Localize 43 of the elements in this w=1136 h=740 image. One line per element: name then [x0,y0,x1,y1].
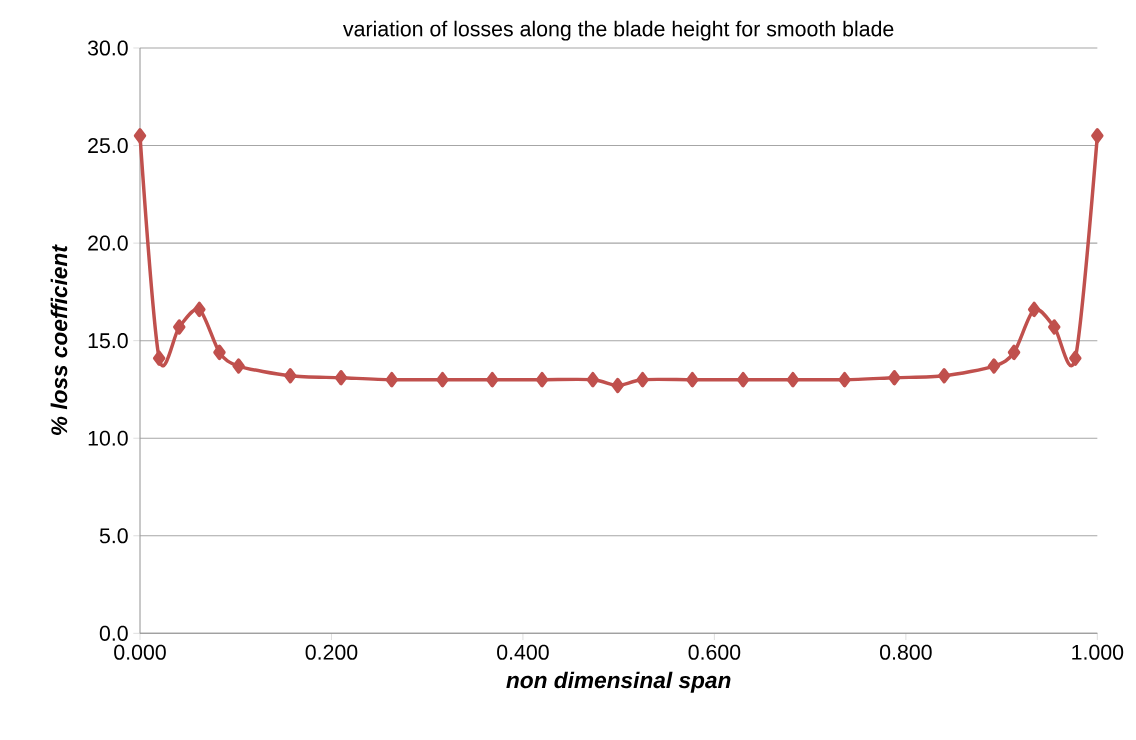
y-tick-label: 15.0 [88,333,128,349]
point [786,371,800,388]
point [173,319,186,335]
x-tick-label: 0.200 [305,644,358,660]
y-tick-label: 30.0 [87,40,128,56]
point [1048,319,1061,335]
y-axis-title: % loss coefficient [50,244,68,435]
point [133,128,147,144]
y-tick-label: 5.0 [99,528,128,544]
x-tick-label: 0.400 [497,644,549,660]
x-tick-label: 0.000 [114,644,166,660]
point [1007,344,1021,361]
x-tick-label: 0.800 [880,644,932,660]
point [213,344,226,361]
point [535,371,549,388]
y-tick-label: 0.0 [99,625,128,641]
point [232,358,245,374]
point [334,370,348,386]
y-tick-label: 20.0 [88,235,128,251]
point [284,368,297,384]
point [937,368,951,384]
point [636,371,649,388]
point [486,371,499,388]
point [1091,128,1104,144]
point [736,371,750,388]
point [987,358,1001,374]
point [436,371,449,388]
chart-title: variation of losses along the blade height for smooth blade [343,20,894,41]
x-tick-label: 1.000 [1072,644,1124,660]
point [686,371,699,388]
point [152,350,166,366]
x-axis-title: non dimensinal span [506,671,731,693]
y-tick-label: 10.0 [88,430,128,446]
point [1069,350,1082,366]
point [193,301,206,318]
point [1027,301,1041,318]
point [888,370,901,386]
x-tick-label: 0.600 [688,644,741,660]
point [385,371,399,388]
point [586,371,600,388]
point [611,377,624,394]
point [838,371,851,388]
y-tick-label: 25.0 [88,138,128,154]
